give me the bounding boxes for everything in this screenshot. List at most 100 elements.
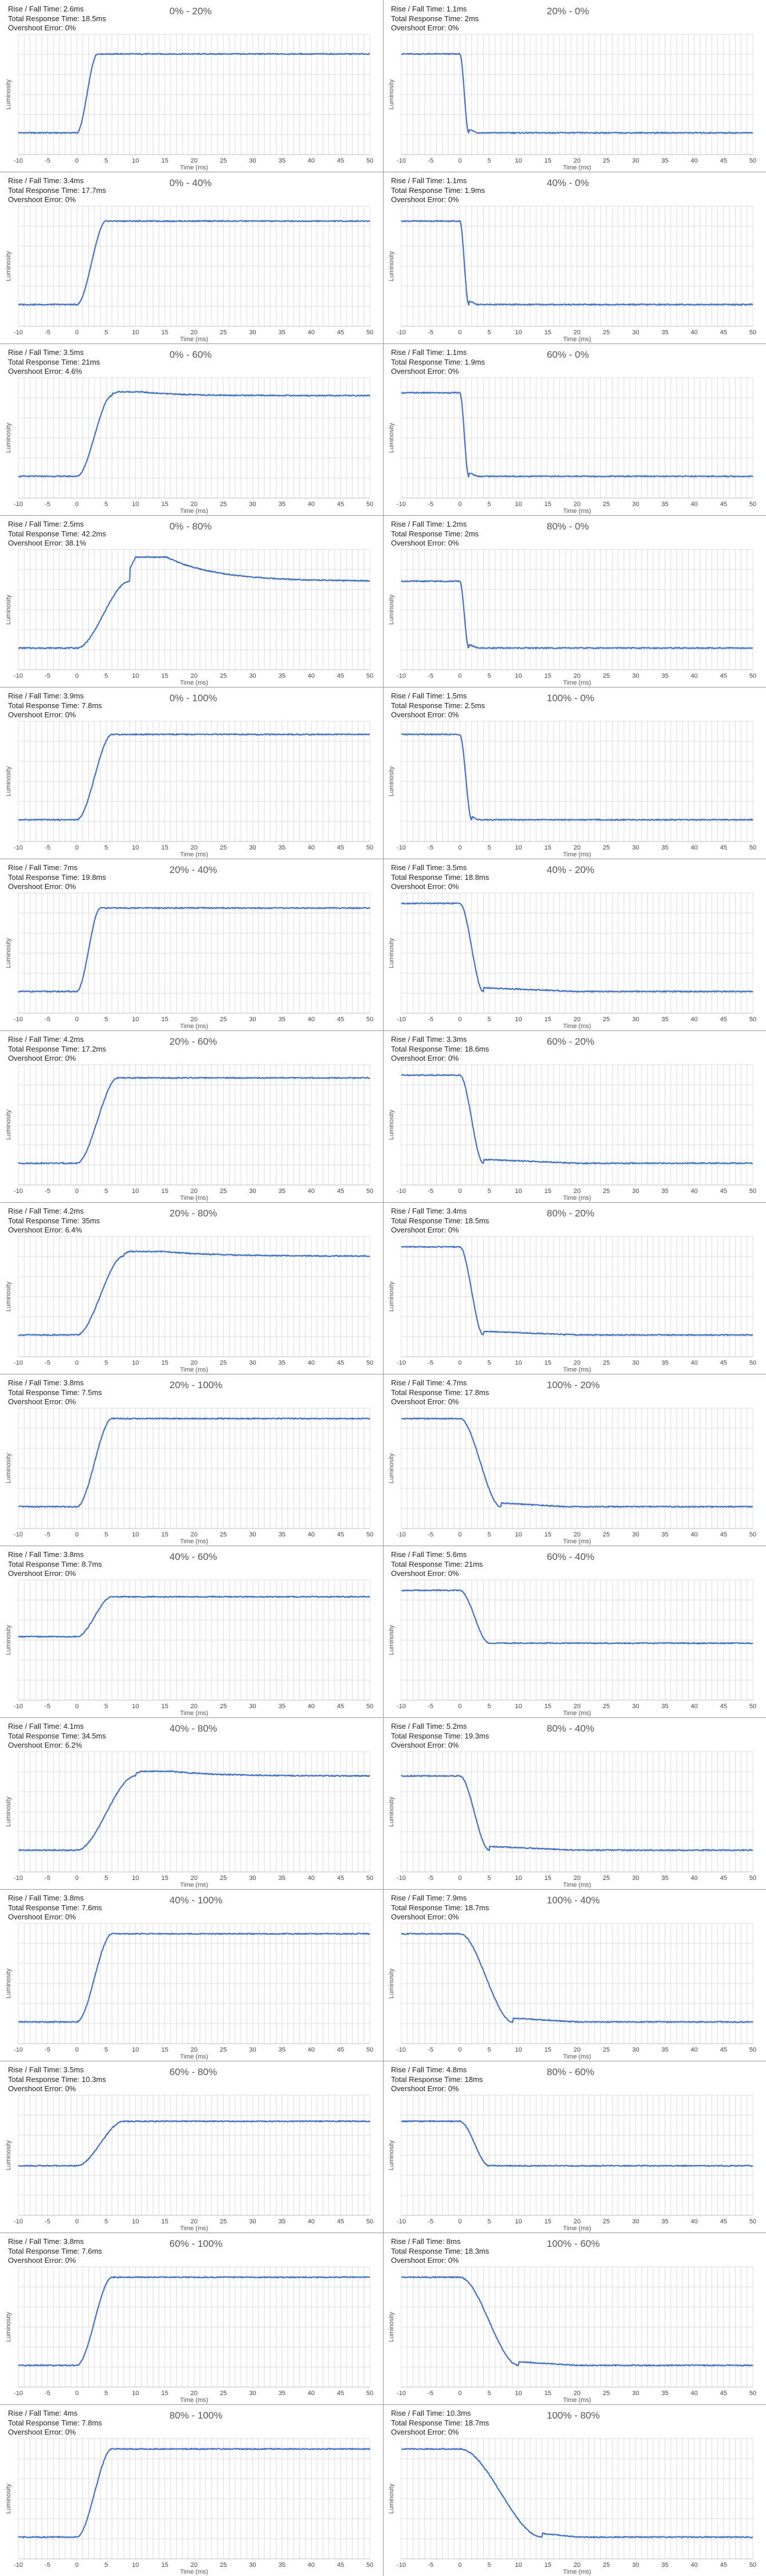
- total-response-time: Total Response Time: 34.5ms: [8, 1731, 106, 1740]
- chart-title: 20% - 100%: [169, 1380, 223, 1390]
- x-tick-label: 10: [132, 501, 139, 508]
- x-tick-label: 35: [278, 157, 285, 164]
- y-axis-label: Luminosity: [388, 1109, 395, 1140]
- overshoot-error: Overshoot Error: 0%: [391, 2084, 459, 2093]
- x-tick-label: 15: [544, 1016, 551, 1023]
- x-axis-label: Time (ms): [563, 1882, 591, 1888]
- x-tick-label: -5: [45, 2390, 50, 2397]
- total-response-time: Total Response Time: 18.7ms: [391, 2418, 489, 2427]
- x-tick-label: 40: [308, 2562, 315, 2569]
- x-tick-label: -5: [45, 2218, 50, 2225]
- x-tick-label: -5: [428, 2218, 433, 2225]
- luminosity-trace: [18, 1595, 370, 1638]
- x-tick-label: 45: [720, 157, 727, 164]
- x-tick-label: 40: [308, 2218, 315, 2225]
- x-tick-label: 25: [603, 1703, 610, 1710]
- luminosity-trace: [401, 53, 753, 135]
- x-tick-label: 50: [749, 2046, 756, 2053]
- overshoot-error: Overshoot Error: 0%: [391, 1054, 459, 1062]
- x-tick-label: 10: [515, 2562, 522, 2569]
- y-axis-label: Luminosity: [5, 2483, 12, 2514]
- x-tick-label: 5: [487, 673, 491, 679]
- x-axis-label: Time (ms): [563, 2225, 591, 2232]
- chart-stats: Rise / Fall Time: 1.1ms Total Response Ti…: [391, 5, 479, 33]
- x-tick-label: 25: [220, 2562, 227, 2569]
- x-tick-label: 15: [161, 1703, 168, 1710]
- rise-fall-time: Rise / Fall Time: 1.1ms: [391, 176, 467, 185]
- x-tick-label: -5: [428, 329, 433, 336]
- x-tick-label: 25: [603, 1360, 610, 1366]
- total-response-time: Total Response Time: 2ms: [391, 14, 479, 23]
- overshoot-error: Overshoot Error: 0%: [391, 367, 459, 376]
- x-tick-label: 0: [75, 1360, 78, 1366]
- overshoot-error: Overshoot Error: 0%: [8, 23, 76, 32]
- x-tick-label: 35: [661, 329, 668, 336]
- x-tick-label: 30: [249, 1531, 256, 1538]
- chart-panel: Rise / Fall Time: 3.4ms Total Response Ti…: [383, 1202, 766, 1374]
- x-tick-label: 5: [487, 329, 491, 336]
- overshoot-error: Overshoot Error: 0%: [391, 1569, 459, 1578]
- x-tick-label: 35: [661, 1188, 668, 1195]
- luminosity-trace: [401, 2448, 753, 2539]
- y-axis-label: Luminosity: [388, 594, 395, 625]
- chart-plot: -10 -5 0 5 10 15 20 25 30 35 40 45 50 Time (ms) Lumino…: [5, 1064, 373, 1202]
- x-tick-label: 45: [720, 1188, 727, 1195]
- luminosity-trace: [18, 1417, 370, 1508]
- chart-stats: Rise / Fall Time: 3.4ms Total Response Ti…: [8, 176, 106, 205]
- x-tick-label: 25: [603, 1188, 610, 1195]
- luminosity-trace: [18, 907, 370, 993]
- x-tick-label: 20: [191, 673, 198, 679]
- chart-panel: Rise / Fall Time: 4.2ms Total Response Ti…: [0, 1202, 383, 1374]
- chart-panel: Rise / Fall Time: 3.3ms Total Response Ti…: [383, 1030, 766, 1202]
- x-tick-label: 15: [161, 1531, 168, 1538]
- x-tick-label: 45: [720, 1360, 727, 1366]
- chart-stats: Rise / Fall Time: 3.4ms Total Response Ti…: [391, 1207, 489, 1235]
- chart-title: 100% - 60%: [547, 2238, 600, 2249]
- x-tick-label: 30: [249, 157, 256, 164]
- x-tick-label: -5: [428, 157, 433, 164]
- chart-plot: -10 -5 0 5 10 15 20 25 30 35 40 45 50 Time (ms) Lumino…: [388, 1579, 756, 1717]
- x-tick-label: -10: [14, 673, 23, 679]
- x-tick-label: -10: [397, 2390, 406, 2397]
- x-tick-label: 10: [515, 2046, 522, 2053]
- rise-fall-time: Rise / Fall Time: 4.7ms: [391, 1378, 467, 1387]
- x-tick-label: -5: [428, 501, 433, 508]
- chart-title: 80% - 100%: [169, 2410, 223, 2421]
- chart-title: 80% - 20%: [547, 1208, 595, 1219]
- x-tick-label: 5: [104, 329, 108, 336]
- total-response-time: Total Response Time: 18.5ms: [391, 1216, 489, 1225]
- luminosity-trace: [401, 580, 753, 650]
- chart-plot: -10 -5 0 5 10 15 20 25 30 35 40 45 50 Time (ms) Lumino…: [388, 2266, 756, 2404]
- luminosity-trace: [18, 1076, 370, 1165]
- y-axis-label: Luminosity: [388, 938, 395, 968]
- x-tick-label: 10: [515, 1703, 522, 1710]
- overshoot-error: Overshoot Error: 0%: [8, 2428, 76, 2436]
- x-tick-label: 50: [366, 1703, 373, 1710]
- x-tick-label: 0: [75, 1875, 78, 1882]
- chart-title: 100% - 0%: [547, 693, 595, 704]
- x-tick-label: 35: [661, 844, 668, 851]
- chart-panel: Rise / Fall Time: 5.6ms Total Response Ti…: [383, 1546, 766, 1717]
- x-tick-label: 20: [191, 1360, 198, 1366]
- chart-stats: Rise / Fall Time: 3.5ms Total Response Ti…: [8, 2065, 106, 2094]
- rise-fall-time: Rise / Fall Time: 3.8ms: [8, 2237, 84, 2246]
- x-tick-label: 20: [191, 2562, 198, 2569]
- chart-panel: Rise / Fall Time: 4.2ms Total Response Ti…: [0, 1030, 383, 1202]
- x-tick-label: 45: [337, 673, 344, 679]
- chart-stats: Rise / Fall Time: 1.1ms Total Response Ti…: [391, 176, 485, 205]
- luminosity-trace: [18, 2120, 370, 2167]
- x-tick-label: 0: [458, 2390, 461, 2397]
- x-tick-label: 20: [574, 2046, 581, 2053]
- chart-plot: -10 -5 0 5 10 15 20 25 30 35 40 45 50 Time (ms) Lumino…: [5, 2438, 373, 2575]
- x-tick-label: 25: [603, 1531, 610, 1538]
- x-tick-label: 35: [278, 2390, 285, 2397]
- y-axis-label: Luminosity: [388, 1281, 395, 1311]
- x-tick-label: 5: [104, 1531, 108, 1538]
- x-tick-label: 20: [191, 1703, 198, 1710]
- y-axis-label: Luminosity: [388, 1625, 395, 1655]
- total-response-time: Total Response Time: 18ms: [391, 2075, 483, 2084]
- chart-plot: -10 -5 0 5 10 15 20 25 30 35 40 45 50 Time (ms) Lumino…: [388, 377, 756, 515]
- x-tick-label: 40: [308, 1016, 315, 1023]
- total-response-time: Total Response Time: 17.2ms: [8, 1044, 106, 1053]
- x-tick-label: 40: [691, 2046, 698, 2053]
